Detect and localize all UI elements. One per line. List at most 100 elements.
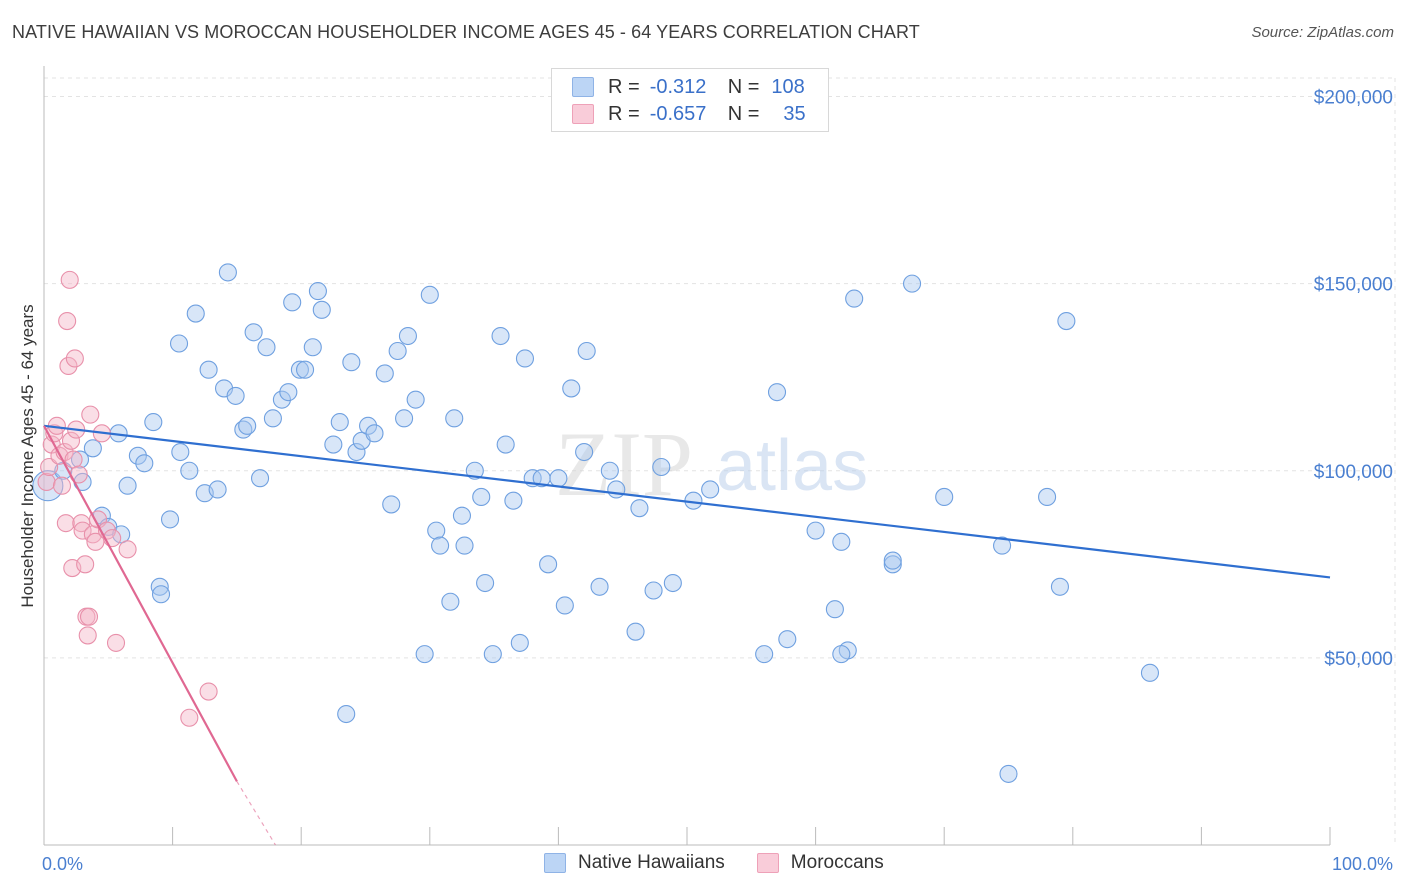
native-hawaiian-point <box>312 300 331 319</box>
native-hawaiian-point <box>279 383 298 402</box>
moroccans-points <box>37 270 218 727</box>
native-hawaiian-point <box>515 349 535 368</box>
native-hawaiian-point <box>652 457 671 477</box>
legend-r-value: -0.657 <box>649 102 707 125</box>
native-hawaiian-point <box>151 585 171 604</box>
native-hawaiian-point <box>465 461 484 480</box>
moroccan-point <box>61 431 81 450</box>
native-hawaiian-point <box>180 461 199 480</box>
native-hawaiian-point <box>150 577 169 596</box>
native-hawaiian-point <box>832 532 851 551</box>
moroccan-point <box>58 311 77 331</box>
native-hawaiian-point <box>902 274 922 293</box>
moroccan-point <box>59 356 78 376</box>
native-hawaiians-points <box>32 263 1160 783</box>
legend-n-value: 108 <box>771 75 805 98</box>
legend-r-value: -0.312 <box>649 75 707 98</box>
native-hawaiian-point <box>395 409 414 428</box>
native-hawaiian-point <box>575 442 594 462</box>
legend-swatch-blue <box>572 77 594 97</box>
native-hawaiian-point <box>359 416 378 435</box>
native-hawaiian-point <box>303 338 322 357</box>
native-hawaiian-point <box>199 360 218 379</box>
moroccan-point <box>118 540 137 559</box>
native-hawaiian-point <box>324 435 343 454</box>
native-hawaiian-point <box>476 573 495 593</box>
native-hawaiian-point <box>767 383 787 402</box>
native-hawaiian-point <box>398 326 417 346</box>
series-legend: Native Hawaiians Moroccans <box>544 852 916 874</box>
axis-labels: $50,000 $100,000 $150,000 $200,000 0.0% 100.0… <box>18 88 1393 875</box>
native-hawaiian-point <box>250 469 270 488</box>
correlation-legend: R = -0.312 N = 108 R = -0.657 N = 35 <box>551 68 829 132</box>
moroccan-point <box>52 476 72 495</box>
trend-line-native-hawaiians <box>43 424 1331 579</box>
native-hawaiian-point <box>607 480 626 499</box>
native-hawaiian-point <box>112 525 131 544</box>
native-hawaiian-point <box>549 469 568 488</box>
native-hawaiian-point <box>600 461 619 480</box>
native-hawaiian-point <box>171 442 190 462</box>
native-hawaiian-point <box>1057 311 1076 331</box>
native-hawaiian-point <box>701 480 720 499</box>
legend-item-moroccans[interactable]: Moroccans <box>756 852 884 874</box>
chart-title: NATIVE HAWAIIAN VS MOROCCAN HOUSEHOLDER … <box>12 22 920 42</box>
native-hawaiian-point <box>504 491 523 510</box>
moroccan-point <box>60 270 79 289</box>
legend-item-native-hawaiians[interactable]: Native Hawaiians <box>544 852 725 874</box>
native-hawaiian-point <box>935 487 954 506</box>
x-tick-label-max: 100.0% <box>1332 854 1393 874</box>
watermark-atlas: atlas <box>716 426 868 506</box>
native-hawaiian-point <box>83 439 102 458</box>
trend-line-moroccans-extension <box>236 781 276 846</box>
moroccan-point <box>103 529 122 548</box>
native-hawaiian-point <box>445 409 464 428</box>
native-hawaiian-point <box>630 499 649 518</box>
native-hawaiian-point <box>483 645 502 664</box>
legend-n-label: N = <box>727 102 760 125</box>
moroccan-point <box>65 349 84 368</box>
native-hawaiian-point <box>226 386 245 405</box>
native-hawaiian-point <box>169 334 189 353</box>
moroccan-point <box>78 626 97 645</box>
moroccan-point <box>37 472 56 492</box>
y-axis-title: Householder Income Ages 45 - 64 years <box>18 304 37 607</box>
trend-lines <box>43 424 1331 846</box>
y-tick-label: $200,000 <box>1314 88 1393 109</box>
moroccan-point <box>79 607 99 626</box>
native-hawaiian-point <box>415 645 434 664</box>
native-hawaiian-point <box>431 536 450 555</box>
native-hawaiian-point <box>218 263 237 282</box>
native-hawaiian-point <box>999 764 1018 783</box>
legend-row-native-hawaiians: R = -0.312 N = 108 <box>572 75 805 99</box>
trend-line-moroccans <box>43 425 238 782</box>
native-hawaiian-point <box>375 364 394 383</box>
legend-label: Native Hawaiians <box>578 852 725 873</box>
native-hawaiian-point <box>825 600 844 619</box>
native-hawaiian-point <box>296 360 315 379</box>
moroccan-point <box>106 633 126 652</box>
watermark: ZIP atlas <box>555 413 868 515</box>
native-hawaiian-point <box>70 450 90 469</box>
native-hawaiian-point <box>496 435 515 454</box>
native-hawaiian-point <box>388 341 407 361</box>
y-tick-label: $100,000 <box>1314 462 1393 483</box>
legend-r-label: R = <box>608 75 640 98</box>
native-hawaiian-point <box>993 536 1012 555</box>
native-hawaiian-point <box>186 304 205 323</box>
native-hawaiian-point <box>441 592 460 611</box>
native-hawaiian-point <box>128 446 147 465</box>
legend-swatch-blue <box>544 853 566 873</box>
native-hawaiian-point <box>555 596 574 615</box>
native-hawaiian-point <box>347 442 366 462</box>
moroccan-point <box>73 521 92 540</box>
native-hawaiian-point <box>308 282 327 301</box>
moroccan-point <box>199 682 218 701</box>
legend-row-moroccans: R = -0.657 N = 35 <box>572 102 806 126</box>
source-label: Source: ZipAtlas.com <box>1251 24 1394 41</box>
native-hawaiian-point <box>406 390 425 409</box>
native-hawaiian-point <box>257 338 276 357</box>
legend-r-label: R = <box>608 102 640 125</box>
moroccan-point <box>64 450 83 469</box>
native-hawaiian-point <box>755 645 774 664</box>
